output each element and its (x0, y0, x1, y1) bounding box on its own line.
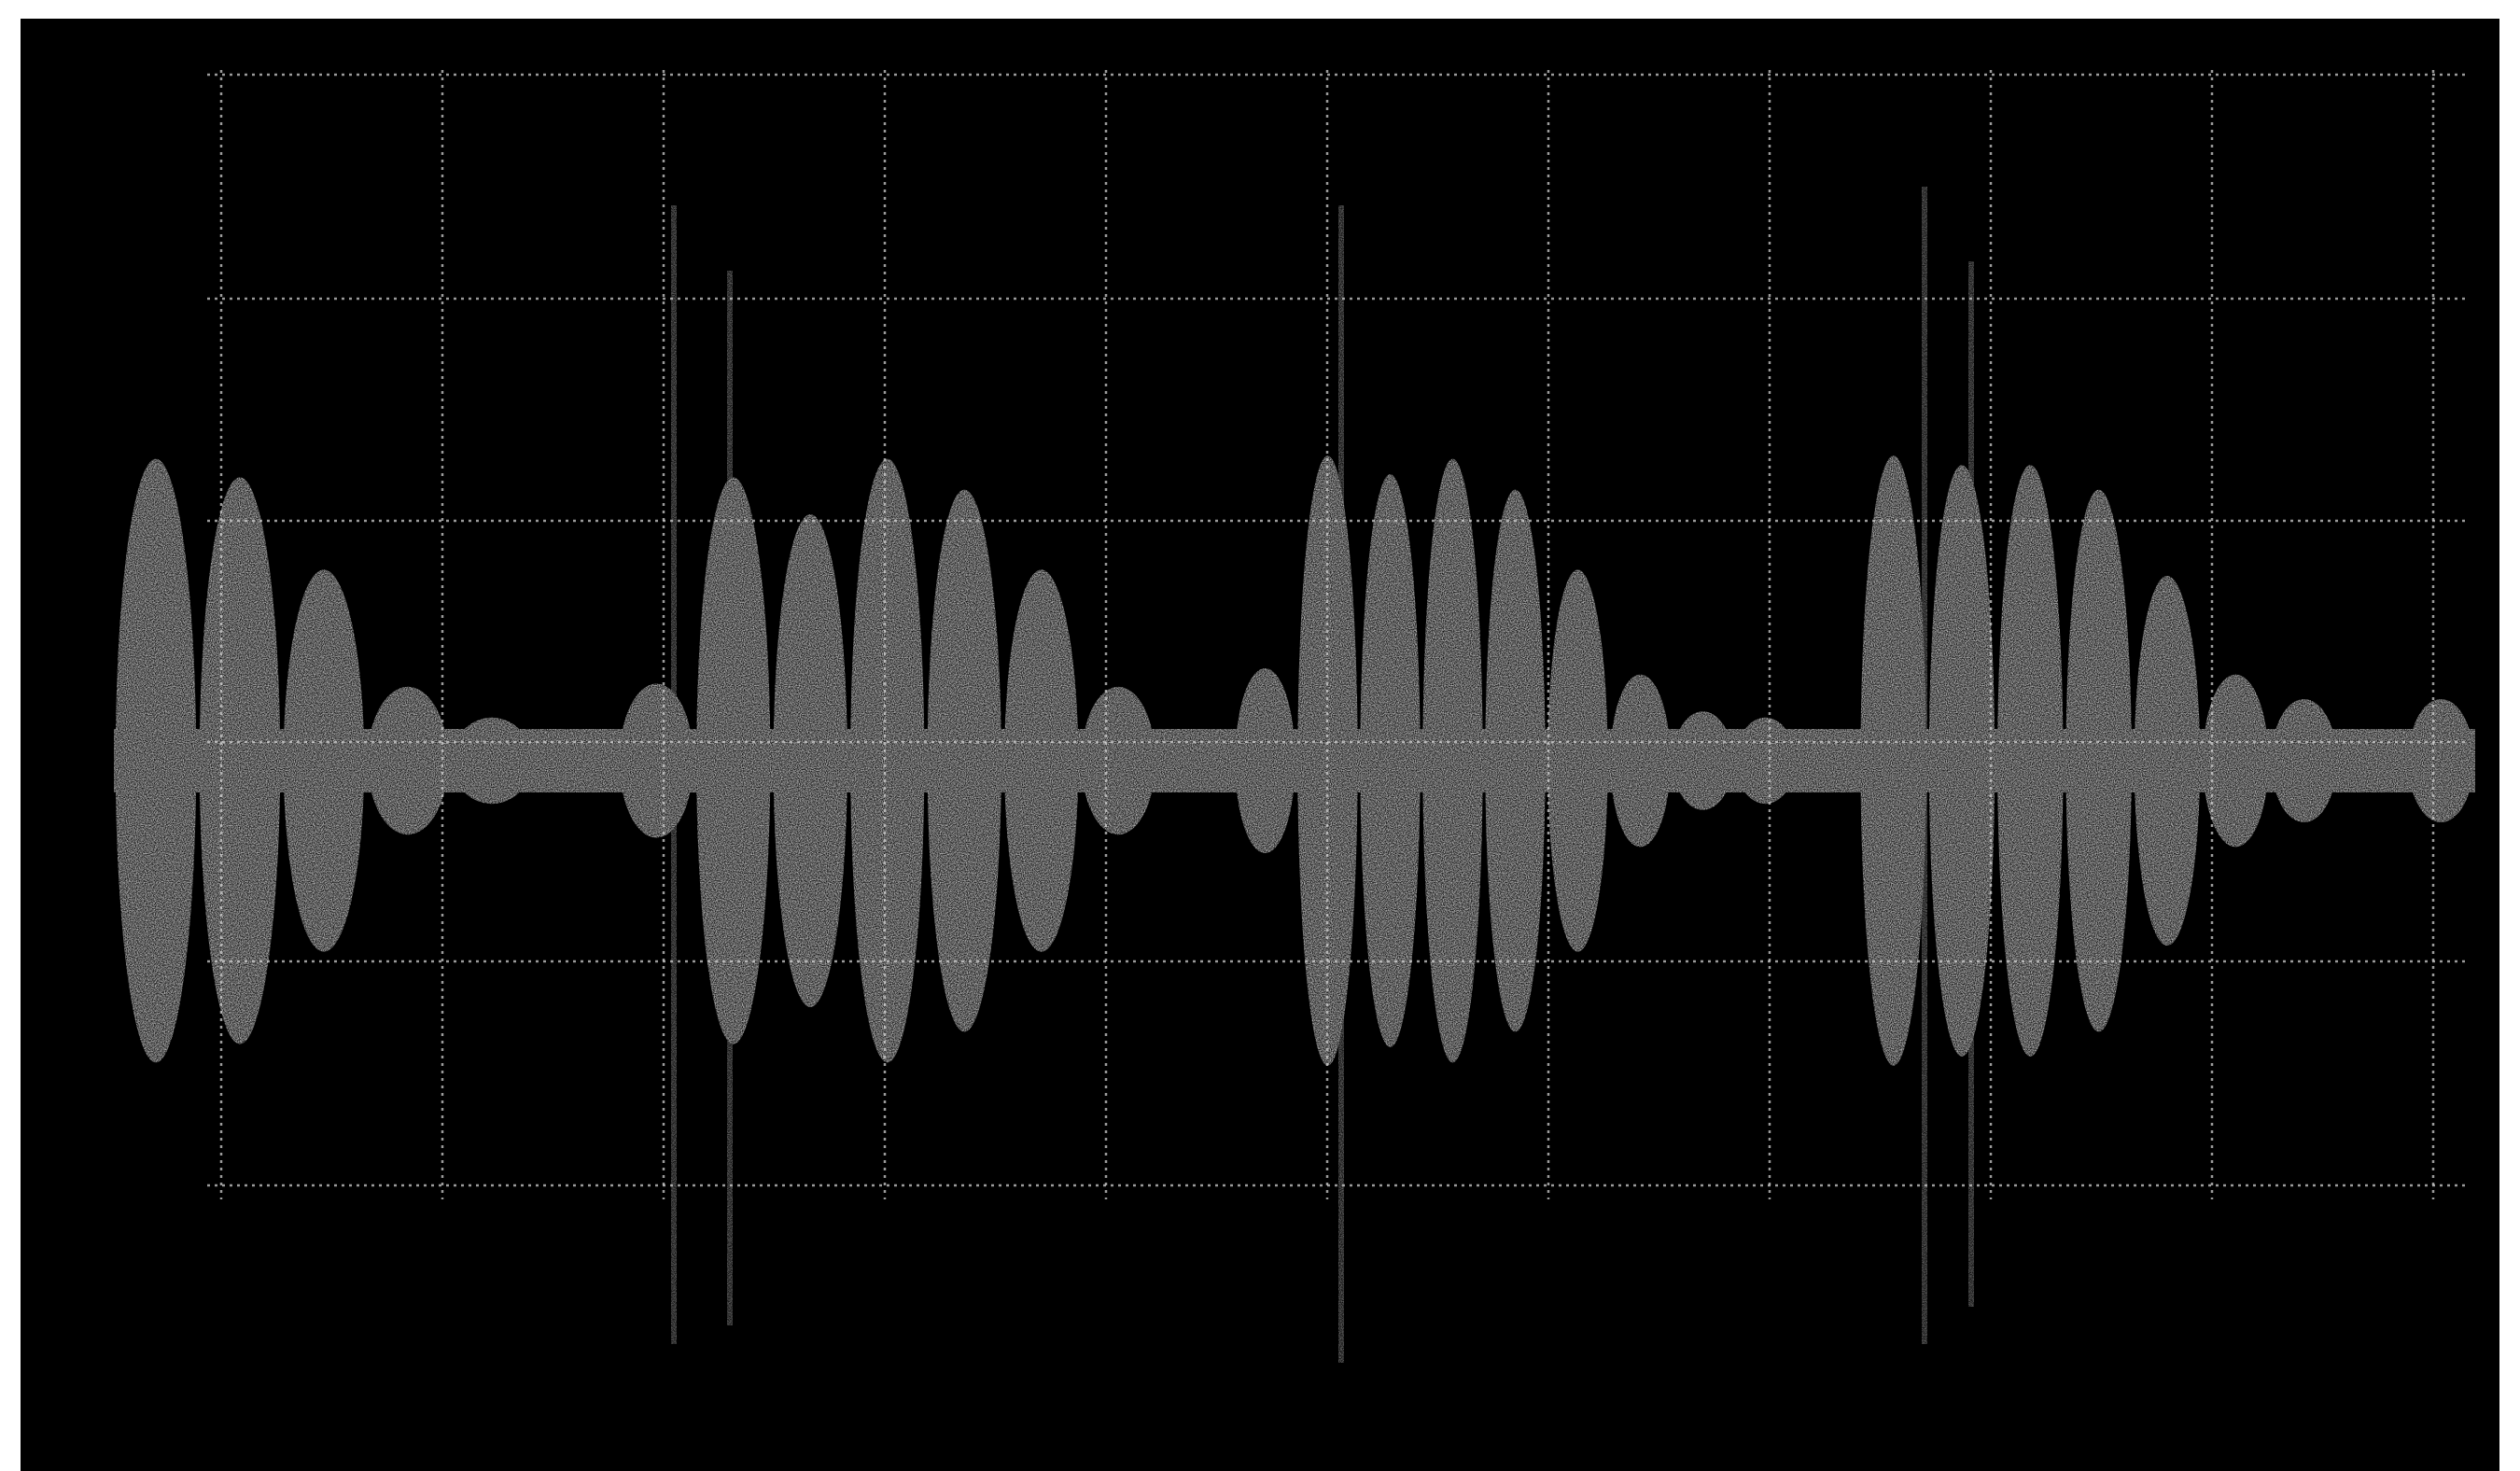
oscilloscope-screen (21, 19, 2499, 1471)
trace-baseline (114, 729, 618, 792)
trace-baseline (618, 729, 1234, 792)
trace-baseline (1234, 729, 1859, 792)
oscilloscope-display (114, 70, 2475, 1363)
trace-baseline (1859, 729, 2475, 792)
signal-trace (114, 187, 2475, 1363)
